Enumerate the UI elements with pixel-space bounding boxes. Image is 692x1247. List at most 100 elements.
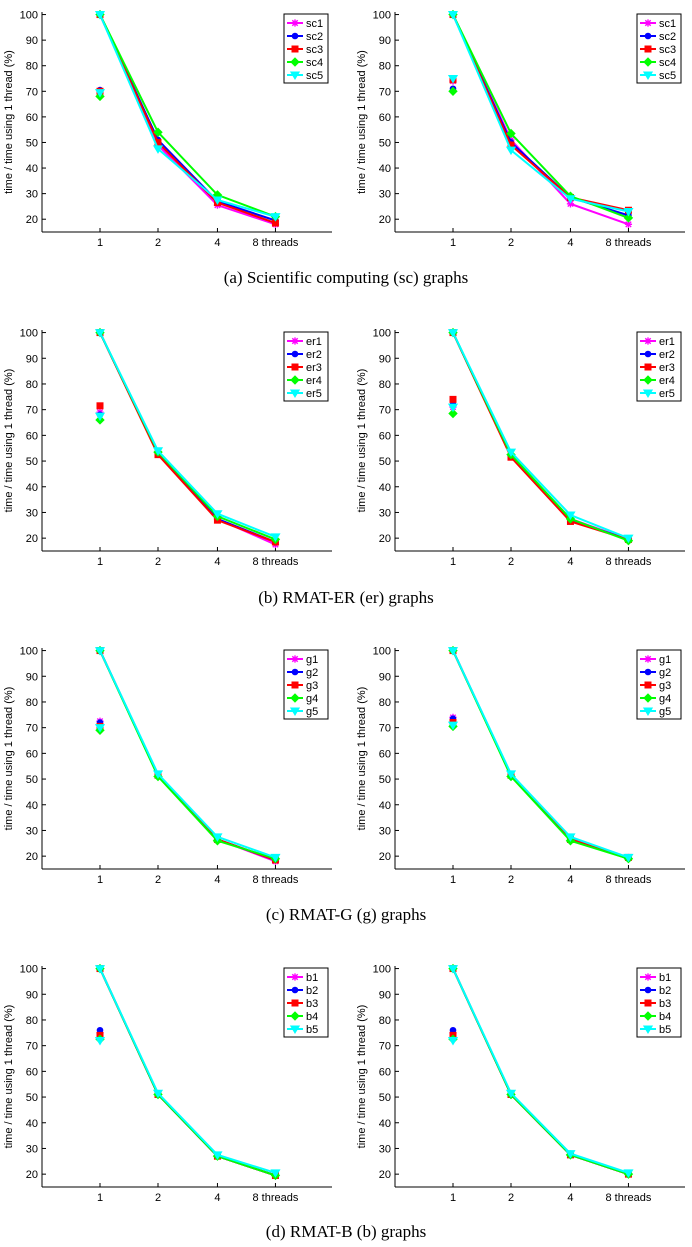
- series-line-g1: [452, 650, 629, 859]
- x-tick-label: 2: [508, 874, 514, 886]
- y-tick-label: 20: [379, 851, 391, 863]
- data-point-b5: [152, 1089, 164, 1099]
- legend-marker-b3: [644, 999, 652, 1007]
- legend-label-b3: b3: [659, 998, 671, 1010]
- y-tick-label: 100: [373, 646, 391, 658]
- legend-label-g4: g4: [306, 693, 318, 705]
- data-point-g5: [623, 853, 634, 863]
- y-tick-label: 20: [379, 1169, 391, 1181]
- y-tick-label: 60: [379, 112, 391, 124]
- legend-marker-sc1: [644, 19, 652, 27]
- series-line-er3: [452, 332, 629, 541]
- legend-marker-sc1: [291, 19, 299, 27]
- series-line-sc3: [99, 14, 276, 224]
- legend-label-b1: b1: [306, 972, 318, 984]
- single-thread-point-g5: [94, 724, 106, 733]
- y-tick-label: 80: [379, 61, 391, 73]
- data-point-sc5: [565, 195, 576, 204]
- legend-label-g2: g2: [659, 667, 671, 679]
- x-tick-label: 2: [155, 237, 161, 249]
- legend-label-er2: er2: [659, 349, 675, 361]
- legend-label-er4: er4: [306, 375, 322, 387]
- data-point-er5: [270, 533, 281, 542]
- y-axis-label: time / time using 1 thread (%): [356, 687, 368, 831]
- legend-label-g2: g2: [306, 667, 318, 679]
- y-tick-label: 40: [379, 800, 391, 812]
- legend-label-sc1: sc1: [659, 18, 676, 30]
- y-axis-label: time / time using 1 thread (%): [356, 1005, 368, 1149]
- series-line-sc1: [452, 14, 629, 226]
- y-tick-label: 40: [379, 482, 391, 494]
- data-point-g5: [212, 833, 223, 842]
- single-thread-point-er5: [447, 403, 459, 413]
- chart-panel-c-left: 20 30 40 50 60 70 80 90 100 1 2 4 8 threads time / ti…: [3, 646, 332, 886]
- series-line-g5: [452, 650, 629, 859]
- x-tick-label: 8 threads: [606, 1192, 652, 1204]
- y-tick-label: 70: [379, 405, 391, 417]
- y-tick-label: 60: [26, 1066, 38, 1078]
- x-tick-label: 8 threads: [253, 874, 299, 886]
- x-tick-label: 1: [97, 237, 103, 249]
- y-tick-label: 30: [379, 1143, 391, 1155]
- data-point-sc4: [506, 128, 516, 139]
- y-axis-label: time / time using 1 thread (%): [356, 369, 368, 513]
- series-line-g2: [452, 650, 629, 860]
- data-point-b5: [94, 965, 106, 974]
- legend-marker-g3: [291, 681, 299, 689]
- series-line-sc4: [452, 14, 629, 219]
- y-axis-label: time / time using 1 thread (%): [3, 687, 15, 831]
- chart-panel-a-right: 20 30 40 50 60 70 80 90 100 1 2 4 8 threads time / ti…: [356, 10, 685, 249]
- legend-marker-sc2: [291, 32, 299, 40]
- y-tick-label: 50: [379, 1092, 391, 1104]
- y-tick-label: 30: [26, 189, 38, 201]
- single-thread-point-b5: [94, 1037, 106, 1046]
- legend-marker-er5: [642, 389, 654, 398]
- legend-marker-g1: [644, 655, 652, 663]
- single-thread-point-er3: [449, 395, 457, 403]
- x-tick-label: 2: [508, 556, 514, 568]
- y-tick-label: 30: [26, 1143, 38, 1155]
- caption-b: (b) RMAT-ER (er) graphs: [258, 588, 434, 607]
- legend-label-b4: b4: [659, 1011, 671, 1023]
- legend-marker-er4: [643, 375, 653, 385]
- legend-label-b3: b3: [306, 998, 318, 1010]
- x-tick-label: 1: [450, 556, 456, 568]
- data-point-sc5: [505, 146, 517, 156]
- data-point-g5: [447, 647, 459, 656]
- series-line-sc5: [452, 14, 629, 213]
- y-tick-label: 70: [26, 405, 38, 417]
- data-point-b5: [565, 1150, 576, 1159]
- data-point-sc4: [623, 213, 634, 223]
- legend-marker-g3: [644, 681, 652, 689]
- legend-label-g4: g4: [659, 693, 671, 705]
- y-tick-label: 90: [379, 35, 391, 47]
- series-line-er3: [99, 332, 276, 543]
- series-line-b1: [452, 968, 629, 1176]
- y-tick-label: 50: [26, 137, 38, 149]
- y-tick-label: 70: [26, 723, 38, 735]
- legend-marker-sc4: [290, 57, 300, 67]
- data-point-g5: [152, 770, 164, 779]
- y-axis-label: time / time using 1 thread (%): [3, 50, 15, 194]
- data-point-er5: [623, 534, 634, 544]
- data-point-sc5: [94, 11, 106, 20]
- y-tick-label: 80: [379, 379, 391, 391]
- series-line-b2: [99, 968, 276, 1177]
- legend-label-er3: er3: [659, 362, 675, 374]
- legend-label-er1: er1: [659, 336, 675, 348]
- single-thread-point-sc5: [94, 89, 106, 98]
- series-line-b4: [452, 968, 629, 1176]
- chart-panel-c-right: 20 30 40 50 60 70 80 90 100 1 2 4 8 threads time / ti…: [356, 646, 685, 886]
- y-tick-label: 30: [379, 825, 391, 837]
- legend-marker-er4: [290, 375, 300, 385]
- series-line-er1: [452, 332, 629, 541]
- legend-marker-er1: [291, 337, 299, 345]
- legend-marker-g2: [291, 668, 299, 676]
- legend-marker-er1: [644, 337, 652, 345]
- caption-c: (c) RMAT-G (g) graphs: [265, 905, 427, 924]
- legend-marker-b2: [644, 986, 652, 994]
- legend-label-sc5: sc5: [306, 70, 323, 82]
- series-line-b3: [452, 968, 629, 1176]
- legend-marker-g4: [643, 693, 653, 703]
